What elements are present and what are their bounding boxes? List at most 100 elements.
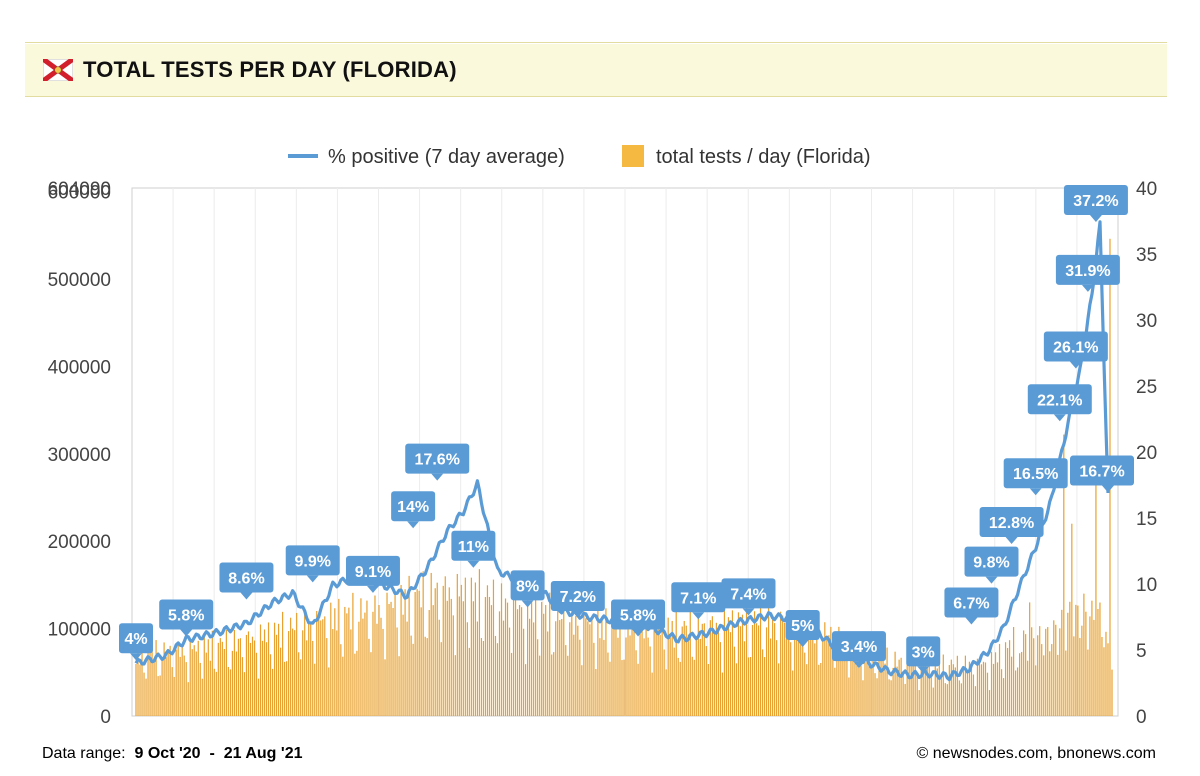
tests-bar xyxy=(948,665,950,716)
tests-bar xyxy=(964,655,966,716)
legend-bar-swatch xyxy=(622,145,644,167)
data-label-pointer xyxy=(632,629,645,637)
tests-bar xyxy=(1073,636,1075,716)
data-label: 16.7% xyxy=(1079,464,1124,481)
tests-bar xyxy=(818,664,820,716)
tests-bar xyxy=(286,661,288,716)
tests-bar xyxy=(868,644,870,716)
tests-bar xyxy=(1021,651,1023,716)
tests-bar xyxy=(994,652,997,716)
tests-bar xyxy=(235,651,238,716)
tests-bar xyxy=(928,657,930,716)
tests-bar xyxy=(292,628,294,716)
tests-bar xyxy=(982,661,985,716)
tests-bar xyxy=(830,626,832,716)
tests-bar xyxy=(318,613,320,716)
tests-bar xyxy=(834,667,836,716)
tests-bar xyxy=(553,652,555,716)
tests-bar xyxy=(717,627,719,716)
tests-bar xyxy=(1008,640,1011,716)
data-label-pointer xyxy=(306,575,319,583)
tests-bar xyxy=(770,638,772,716)
tests-bar xyxy=(267,622,270,716)
tests-bar xyxy=(1105,631,1107,716)
tests-bar xyxy=(1099,602,1101,716)
tests-bar xyxy=(655,631,657,716)
tests-bar xyxy=(872,639,874,716)
tests-bar xyxy=(667,617,669,716)
data-label-box xyxy=(550,580,605,611)
data-label: 26.1% xyxy=(1053,339,1098,356)
data-range: Data range: 9 Oct '20 - 21 Aug '21 xyxy=(42,745,303,763)
tests-bar xyxy=(217,642,219,716)
tests-bar xyxy=(412,643,414,716)
tests-bar xyxy=(721,672,724,716)
tests-bar xyxy=(1039,626,1041,716)
tests-bar xyxy=(157,676,159,716)
tests-bar xyxy=(470,577,472,716)
tests-bar xyxy=(1049,651,1051,716)
tests-bar xyxy=(1089,616,1091,716)
tests-bar xyxy=(613,622,615,716)
data-label: 7.4% xyxy=(730,586,766,603)
tests-bar xyxy=(448,587,450,716)
tests-bar xyxy=(444,576,446,716)
tests-bar xyxy=(376,623,378,716)
tests-bar xyxy=(765,627,768,716)
tests-bar xyxy=(691,656,693,716)
tests-bar xyxy=(434,588,436,716)
tests-bar xyxy=(962,668,964,716)
data-label-box xyxy=(119,623,153,654)
tests-bar xyxy=(804,652,806,716)
tests-bar xyxy=(631,627,633,716)
tests-bar xyxy=(504,598,507,716)
tests-bar xyxy=(625,637,627,716)
data-label-box xyxy=(405,443,470,474)
tests-bar xyxy=(862,680,864,716)
tests-bar xyxy=(324,616,326,716)
tests-bar xyxy=(753,611,756,716)
tests-bar xyxy=(149,650,151,716)
tests-bar xyxy=(709,620,711,716)
tests-bar xyxy=(563,604,565,716)
tests-bar xyxy=(938,660,940,716)
tests-bar xyxy=(259,624,262,716)
tests-bar xyxy=(705,646,707,716)
right-axis-tick: 5 xyxy=(1136,641,1147,662)
data-label: 16.5% xyxy=(1013,466,1058,483)
data-label-pointer xyxy=(985,576,998,584)
data-label-pointer xyxy=(180,629,193,637)
tests-bar xyxy=(253,640,256,716)
data-label-pointer xyxy=(917,666,930,674)
tests-bar xyxy=(372,611,374,716)
tests-bar xyxy=(466,622,468,716)
tests-bar xyxy=(912,660,914,716)
tests-bar xyxy=(531,601,533,716)
tests-bar xyxy=(201,678,203,716)
tests-bar xyxy=(336,630,338,716)
tests-bar xyxy=(396,627,398,716)
tests-bar xyxy=(735,663,738,716)
tests-bar xyxy=(581,665,583,716)
tests-bar xyxy=(484,597,487,716)
tests-bar xyxy=(535,594,537,716)
tests-bar xyxy=(978,658,981,716)
tests-bar xyxy=(747,657,750,716)
tests-bar xyxy=(597,610,599,716)
tests-bar xyxy=(932,687,934,716)
tests-bar xyxy=(408,575,410,716)
tests-bar xyxy=(404,589,406,716)
tests-bar xyxy=(850,633,852,716)
tests-bar xyxy=(665,669,667,716)
tests-bar xyxy=(247,631,250,716)
tests-bar xyxy=(518,605,521,716)
tests-bar xyxy=(725,629,728,716)
tests-bar xyxy=(1047,627,1049,716)
left-axis-tick: 300000 xyxy=(48,445,111,466)
tests-bar xyxy=(693,659,695,716)
tests-bar xyxy=(384,659,386,716)
tests-bar xyxy=(209,660,211,716)
data-label: 12.8% xyxy=(989,515,1034,532)
tests-bar xyxy=(500,583,503,716)
